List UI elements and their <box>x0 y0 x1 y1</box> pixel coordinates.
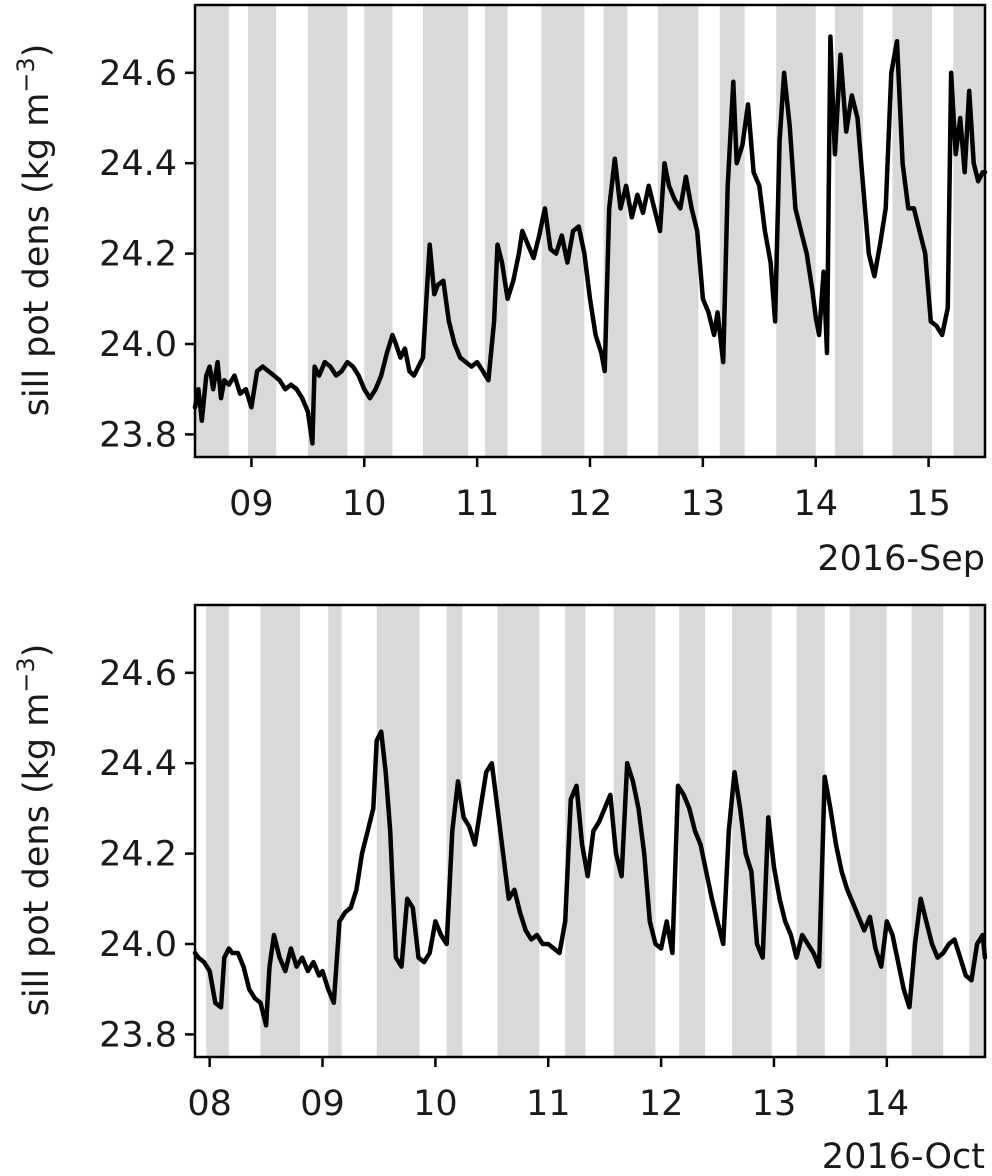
top-y-tick-label-2: 24.2 <box>99 235 177 275</box>
bottom-shaded-band-11 <box>849 605 887 1057</box>
bottom-y-label-main: sill pot dens (kg m <box>17 693 57 1017</box>
bottom-chart-panel: 23.8 24.0 24.2 24.4 24.6 08 09 10 11 12 13 14 sill… <box>12 603 988 1176</box>
bottom-x-tick-label-1: 09 <box>300 1084 345 1124</box>
top-y-tick-label-4: 24.6 <box>99 54 177 94</box>
bottom-y-tick-label-0: 23.8 <box>99 1015 177 1055</box>
top-shaded-band-13 <box>953 5 985 457</box>
bottom-x-tick-label-5: 13 <box>752 1084 797 1124</box>
top-x-tick-label-3: 12 <box>568 484 613 524</box>
bottom-y-axis: 23.8 24.0 24.2 24.4 24.6 <box>99 654 195 1055</box>
bottom-shaded-band-13 <box>969 605 985 1057</box>
bottom-shaded-band-3 <box>376 605 420 1057</box>
bottom-plot-frame <box>193 603 987 1059</box>
bottom-y-tick-label-1: 24.0 <box>99 925 177 965</box>
top-date-offset-label: 2016-Sep <box>817 539 985 579</box>
bottom-density-series-line <box>192 729 988 1028</box>
bottom-date-offset-label: 2016-Oct <box>822 1137 985 1176</box>
top-y-tick-label-0: 23.8 <box>99 415 177 455</box>
top-chart-panel: 23.8 24.0 24.2 24.4 24.6 09 10 11 12 13 14 15 sill… <box>12 3 988 579</box>
bottom-shaded-band-8 <box>679 605 706 1057</box>
top-y-label-close: ) <box>17 44 57 58</box>
bottom-y-tick-label-3: 24.4 <box>99 744 177 784</box>
bottom-shaded-band-10 <box>796 605 825 1057</box>
top-shaded-bands <box>195 5 985 457</box>
bottom-x-tick-label-6: 14 <box>865 1084 910 1124</box>
bottom-y-tick-label-4: 24.6 <box>99 654 177 694</box>
top-x-axis: 09 10 11 12 13 14 15 <box>229 457 951 524</box>
bottom-y-axis-label: sill pot dens (kg m−3) <box>12 644 57 1017</box>
bottom-shaded-band-6 <box>565 605 586 1057</box>
top-shaded-band-3 <box>364 5 393 457</box>
top-y-tick-label-3: 24.4 <box>99 144 177 184</box>
top-x-tick-label-6: 15 <box>906 484 951 524</box>
top-x-tick-label-5: 14 <box>793 484 838 524</box>
top-shaded-band-4 <box>422 5 469 457</box>
bottom-y-label-superscript: −3 <box>12 657 40 692</box>
bottom-x-tick-label-0: 08 <box>187 1084 232 1124</box>
top-x-tick-label-4: 13 <box>681 484 726 524</box>
top-y-tick-label-1: 24.0 <box>99 325 177 365</box>
top-x-tick-label-1: 10 <box>342 484 387 524</box>
top-y-label-main: sill pot dens (kg m <box>17 93 57 417</box>
top-shaded-band-7 <box>603 5 628 457</box>
top-density-series-line <box>192 34 988 446</box>
top-plot-frame <box>193 3 987 459</box>
bottom-shaded-band-5 <box>497 605 540 1057</box>
bottom-shaded-band-12 <box>911 605 944 1057</box>
top-x-tick-label-0: 09 <box>229 484 274 524</box>
bottom-x-tick-label-4: 12 <box>639 1084 684 1124</box>
bottom-y-tick-label-2: 24.2 <box>99 835 177 875</box>
bottom-shaded-band-0 <box>206 605 229 1057</box>
top-shaded-band-8 <box>657 5 699 457</box>
bottom-y-label-close: ) <box>17 644 57 658</box>
bottom-shaded-band-9 <box>732 605 772 1057</box>
bottom-x-tick-label-2: 10 <box>413 1084 458 1124</box>
bottom-shaded-band-4 <box>446 605 463 1057</box>
top-x-tick-label-2: 11 <box>455 484 500 524</box>
top-shaded-band-1 <box>248 5 277 457</box>
top-shaded-band-9 <box>719 5 745 457</box>
top-y-label-superscript: −3 <box>12 57 40 92</box>
bottom-x-tick-label-3: 11 <box>526 1084 571 1124</box>
top-shaded-band-5 <box>485 5 508 457</box>
bottom-x-axis: 08 09 10 11 12 13 14 <box>187 1057 909 1124</box>
top-y-axis-label: sill pot dens (kg m−3) <box>12 44 57 417</box>
bottom-shaded-band-7 <box>613 605 656 1057</box>
top-y-axis: 23.8 24.0 24.2 24.4 24.6 <box>99 54 195 455</box>
